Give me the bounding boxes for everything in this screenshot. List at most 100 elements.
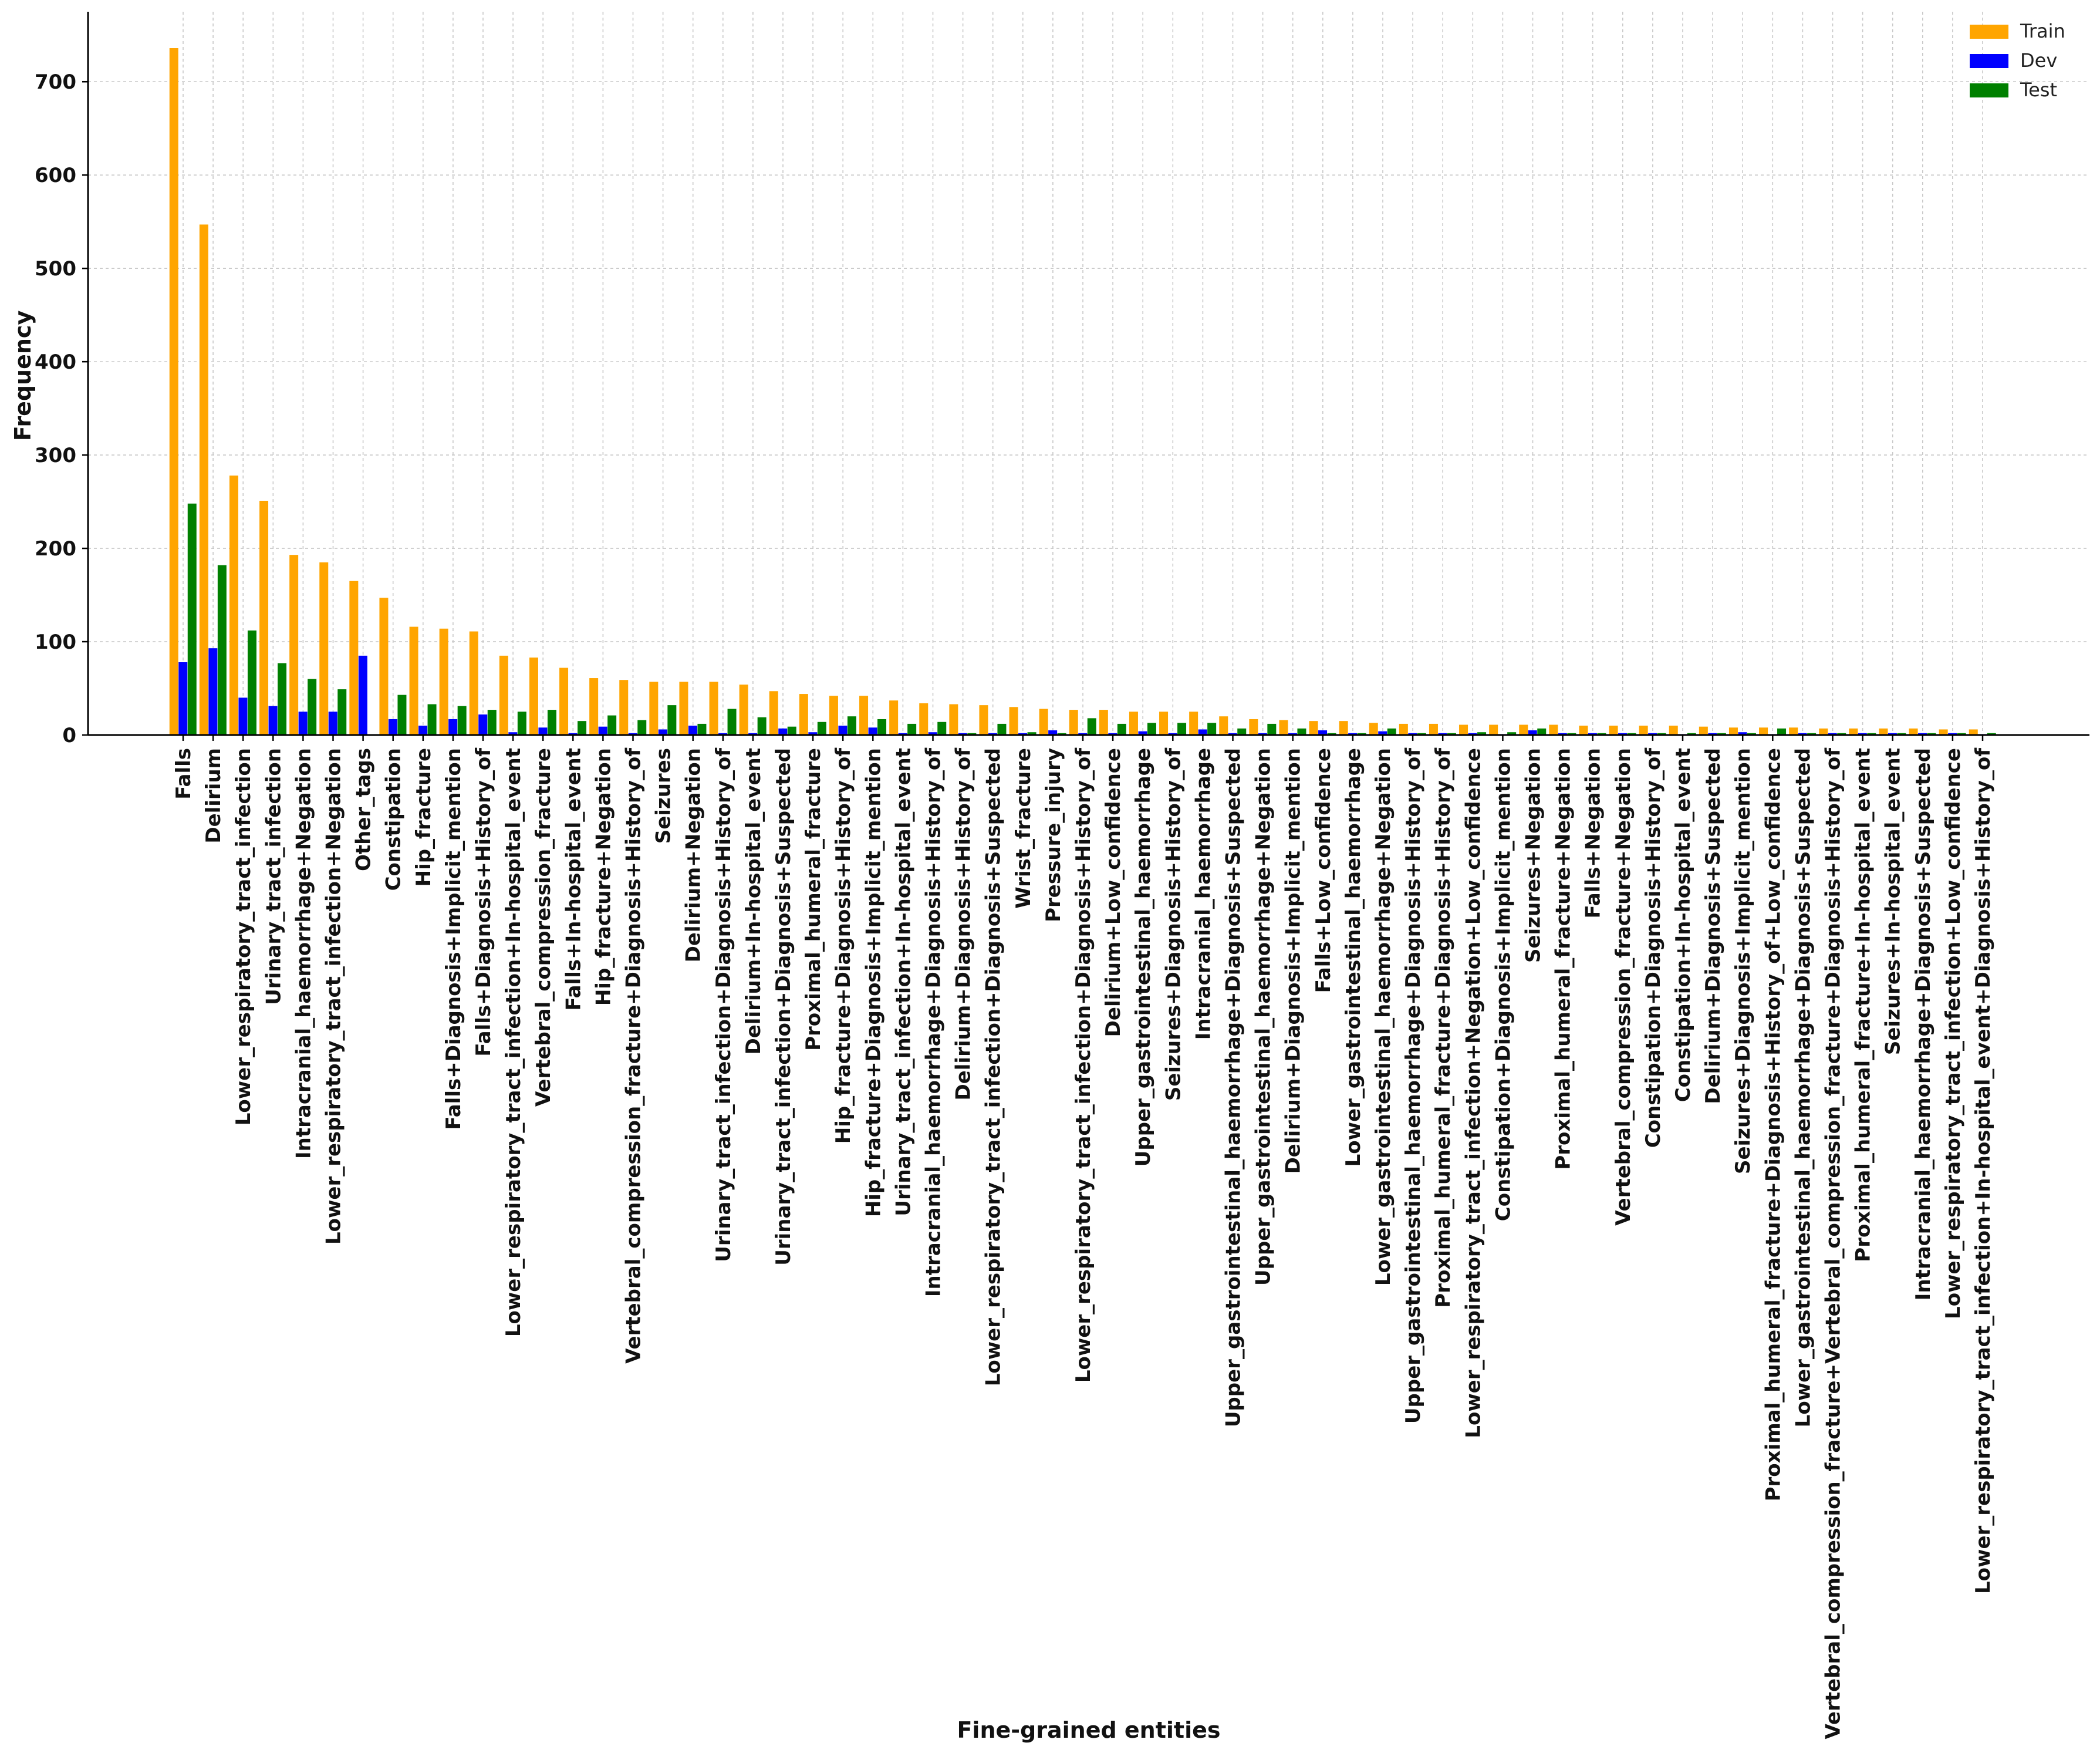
x-tick-label: Lower_respiratory_tract_infection+Negati… [1461, 748, 1485, 1438]
x-tick-label: Seizures+Negation [1522, 748, 1545, 963]
bar-train [1519, 724, 1528, 735]
bar-dev [358, 655, 367, 735]
bar-dev [628, 733, 637, 735]
bar-dev [898, 733, 907, 735]
bar-test [1267, 723, 1277, 735]
x-tick-label: Hip_fracture+Diagnosis+Implicit_mention [862, 748, 885, 1217]
bar-test [247, 630, 256, 735]
bar-dev [688, 726, 697, 735]
bar-dev [1888, 733, 1897, 735]
y-tick-label: 100 [35, 631, 76, 654]
x-tick-label: Delirium+Negation [682, 748, 705, 962]
x-tick-label: Falls+Low_confidence [1312, 748, 1335, 993]
bar-dev [598, 726, 607, 735]
x-tick-label: Delirium+In-hospital_event [742, 748, 765, 1054]
x-tick-label: Falls+Negation [1582, 748, 1605, 918]
bar-train [409, 626, 418, 735]
bar-train [889, 700, 899, 735]
x-tick-label: Vertebral_compression_fracture+Diagnosis… [622, 747, 646, 1364]
y-tick-label: 0 [62, 724, 76, 747]
bar-test [607, 715, 617, 735]
bar-train [1399, 723, 1408, 735]
bar-test [697, 723, 707, 735]
bar-test [1957, 733, 1966, 735]
bar-dev [1318, 730, 1328, 735]
x-tick-label: Lower_respiratory_tract_infection+Low_co… [1942, 748, 1965, 1319]
bar-train [679, 682, 688, 735]
bar-test [1627, 733, 1636, 735]
bar-test [547, 710, 556, 735]
bar-dev [538, 727, 548, 735]
bar-test [1477, 732, 1487, 735]
bar-train [979, 705, 988, 735]
bar-train [919, 703, 929, 735]
bar-dev [568, 733, 578, 735]
bar-test [337, 689, 347, 735]
bar-test [847, 716, 856, 735]
bar-train [649, 682, 659, 735]
x-tick-labels: Falls Delirium Lower_respiratory_tract_inf… [172, 735, 1995, 1739]
bar-test [1057, 733, 1066, 735]
y-axis-title: Frequency [10, 311, 36, 441]
bar-train [1819, 728, 1828, 735]
bar-test [1777, 728, 1787, 735]
bar-dev [1348, 733, 1358, 735]
bar-train [1699, 726, 1708, 735]
x-tick-label: Falls+In-hospital_event [562, 748, 585, 1011]
bar-test [187, 503, 197, 735]
x-tick-label: Vertebral_compression_fracture+Vertebral… [1822, 747, 1845, 1739]
bar-dev [1018, 733, 1028, 735]
x-tick-label: Other_tags [352, 748, 376, 871]
bar-test [427, 704, 437, 735]
bar-train [1099, 710, 1108, 735]
x-tick-label: Lower_gastrointestinal_haemorrhage+Negat… [1372, 748, 1395, 1286]
bar-dev [1918, 733, 1927, 735]
y-tick-label: 700 [35, 70, 76, 94]
bar-test [1507, 732, 1517, 735]
bar-train [319, 562, 329, 735]
bar-test [1657, 733, 1666, 735]
bar-train [1579, 726, 1588, 735]
bar-test [1447, 733, 1456, 735]
x-tick-label: Falls+Diagnosis+History_of [472, 747, 495, 1057]
bar-dev [1288, 733, 1297, 735]
bar-train [1009, 707, 1018, 735]
bar-test [1177, 723, 1187, 735]
x-tick-label: Intracranial_haemorrhage+Negation [292, 748, 315, 1159]
bar-train [1129, 712, 1138, 735]
bar-dev [508, 732, 518, 735]
bar-train [1849, 728, 1858, 735]
legend: Train Dev Test [1970, 20, 2065, 101]
x-tick-label: Lower_respiratory_tract_infection [232, 748, 255, 1125]
x-tick-label: Lower_respiratory_tract_infection+Negati… [322, 748, 346, 1245]
legend-label-dev: Dev [2020, 49, 2057, 72]
bar-dev [1618, 733, 1628, 735]
bar-test [457, 706, 467, 735]
bar-test [1207, 723, 1217, 735]
bar-train [1939, 729, 1948, 735]
bar-dev [1408, 733, 1417, 735]
y-ticks: 0 100 200 300 400 500 600 700 [35, 70, 88, 747]
bar-test [907, 723, 917, 735]
bar-test [1237, 728, 1247, 735]
x-tick-label: Seizures+In-hospital_event [1882, 748, 1905, 1055]
bar-test [1027, 732, 1037, 735]
bar-test [1327, 733, 1336, 735]
bar-test [1087, 718, 1096, 735]
bar-train [469, 631, 478, 735]
bar-train [1789, 727, 1798, 735]
bar-dev [1258, 733, 1267, 735]
x-tick-label: Delirium [202, 748, 225, 844]
x-tick-label: Lower_respiratory_tract_infection+Diagno… [1072, 747, 1095, 1383]
bar-test [397, 695, 407, 735]
bar-train [289, 555, 299, 735]
x-tick-label: Delirium+Diagnosis+Suspected [1701, 748, 1725, 1104]
x-tick-label: Proximal_humeral_fracture+Negation [1552, 748, 1575, 1170]
x-axis-title: Fine-grained entities [957, 1717, 1220, 1743]
bar-test [1717, 733, 1726, 735]
bar-dev [208, 648, 218, 735]
bar-test [997, 723, 1007, 735]
x-tick-label: Lower_gastrointestinal_haemorrhage [1342, 748, 1365, 1167]
x-tick-label: Lower_respiratory_tract_infection+Diagno… [982, 748, 1005, 1386]
